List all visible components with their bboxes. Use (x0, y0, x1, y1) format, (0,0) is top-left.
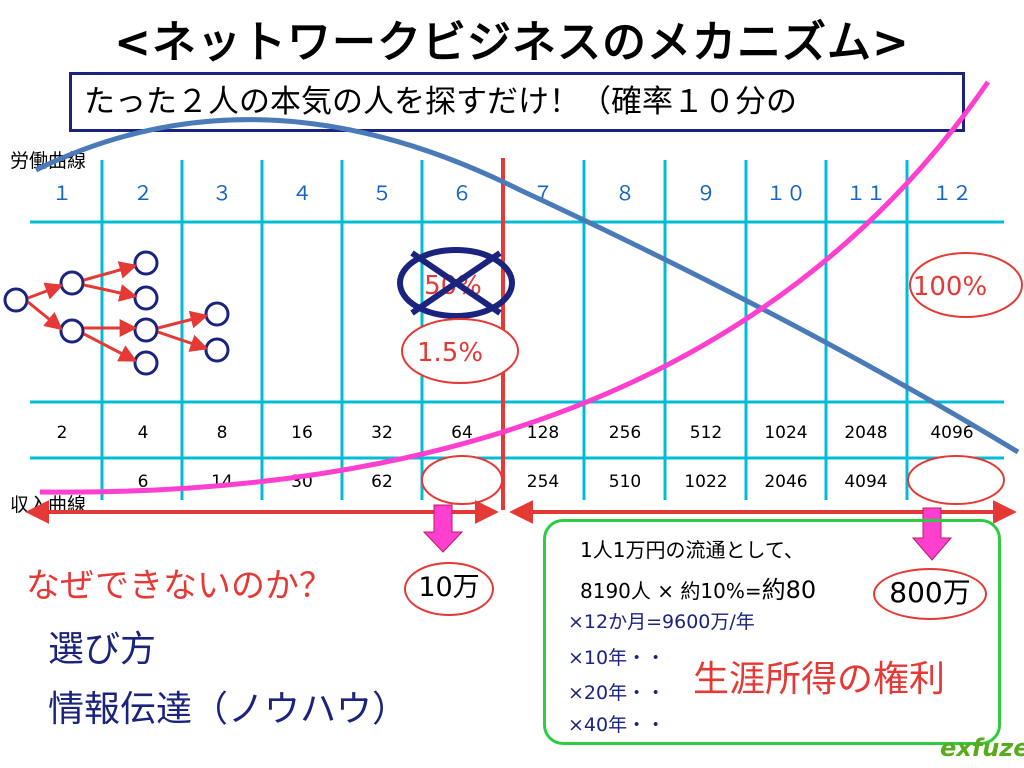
member-node (133, 317, 159, 343)
calc-line-6: ×40年・・ (568, 714, 666, 736)
amount-800man: 800万 (873, 568, 987, 620)
calc-line-4: ×10年・・ (568, 647, 666, 669)
generation-header: ４ (292, 181, 312, 205)
calc-line-1: 1人1万円の流通として、 (580, 538, 804, 562)
count-cell: 2048 (844, 423, 887, 443)
pct-12-oval (909, 252, 1023, 318)
count-cell: 4 (138, 423, 149, 443)
generation-header: １ (52, 181, 72, 205)
referral-arrow (83, 261, 138, 282)
count-cell: 32 (371, 423, 393, 443)
calc-line-2a: 8190人 × 約10%= (580, 579, 762, 603)
calc-line-2: 8190人 × 約10%=約80 (580, 570, 816, 605)
cumulative-cell: 14 (211, 472, 233, 492)
question-text: なぜできないのか？ (26, 566, 334, 606)
cross-line-b (410, 250, 502, 316)
income-curve (39, 80, 991, 495)
grid-lines (30, 160, 1004, 500)
pct-12: 100% (913, 272, 987, 302)
referral-arrow (83, 332, 138, 362)
count-cell: 2 (57, 423, 68, 443)
generation-header: １１ (846, 181, 886, 205)
calc-line-3: ×12か月=9600万/年 (568, 611, 755, 633)
generation-header: １２ (932, 181, 972, 205)
count-cell: 8 (217, 423, 228, 443)
page-title: <ネットワークビジネスのメカニズム> (114, 17, 910, 68)
cum-6-oval (421, 455, 503, 505)
cumulative-cell: 510 (609, 472, 641, 492)
member-node (133, 285, 159, 311)
cumulative-cell: 4094 (844, 472, 887, 492)
generation-header: ３ (212, 181, 232, 205)
count-cell: 256 (609, 423, 641, 443)
referral-arrow (27, 282, 64, 300)
member-node (3, 287, 29, 313)
referral-arrow (157, 310, 209, 330)
member-node (133, 350, 159, 376)
cumulative-cell: 1022 (684, 472, 727, 492)
calculation-box (543, 519, 1001, 745)
generation-header: １０ (766, 181, 806, 205)
subtitle-box: たった２人の本気の人を探すだけ！（確率１０分の (69, 72, 965, 132)
referral-arrow (157, 330, 209, 352)
crossed-oval (397, 247, 515, 319)
info-transfer: 情報伝達（ノウハウ） (48, 689, 409, 730)
generation-header: ９ (696, 181, 716, 205)
generation-header: ８ (615, 181, 635, 205)
cumulative-cell: 254 (527, 472, 559, 492)
member-node (59, 318, 85, 344)
count-cell: 512 (690, 423, 722, 443)
member-node (204, 337, 230, 363)
referral-arrow (27, 300, 63, 331)
referral-arrow (83, 283, 138, 302)
cumulative-cell: 62 (371, 472, 393, 492)
member-node (133, 250, 159, 276)
pct-6-oval (401, 318, 519, 384)
referral-tree (3, 250, 230, 376)
count-cell: 64 (451, 423, 473, 443)
generation-header: ６ (452, 181, 472, 205)
down-arrow-800man (911, 507, 953, 561)
cumulative-cell: 6 (138, 472, 149, 492)
member-node (59, 270, 85, 296)
count-cell: 16 (291, 423, 313, 443)
amount-10man: 10万 (404, 562, 494, 616)
count-cell: 1024 (764, 423, 807, 443)
exfuze-logo: exfuze (940, 734, 1024, 762)
down-arrow-10man (422, 504, 464, 553)
lifetime-income: 生涯所得の権利 (693, 659, 946, 700)
count-cell: 128 (527, 423, 559, 443)
generation-header: ２ (133, 181, 153, 205)
generation-header: ５ (372, 181, 392, 205)
labor-curve (34, 117, 1020, 455)
cum-12-oval (907, 455, 1005, 505)
pct-6: 1.5% (417, 338, 483, 368)
count-row: 2 4 8 16 32 64 128 256 512 1024 2048 4096 (57, 423, 974, 443)
cumulative-cell: 2046 (764, 472, 807, 492)
calc-line-2b: 約80 (761, 576, 817, 604)
calc-line-5: ×20年・・ (568, 682, 666, 704)
how-to-choose: 選び方 (48, 629, 157, 670)
count-cell: 4096 (930, 423, 973, 443)
member-node (204, 301, 230, 327)
